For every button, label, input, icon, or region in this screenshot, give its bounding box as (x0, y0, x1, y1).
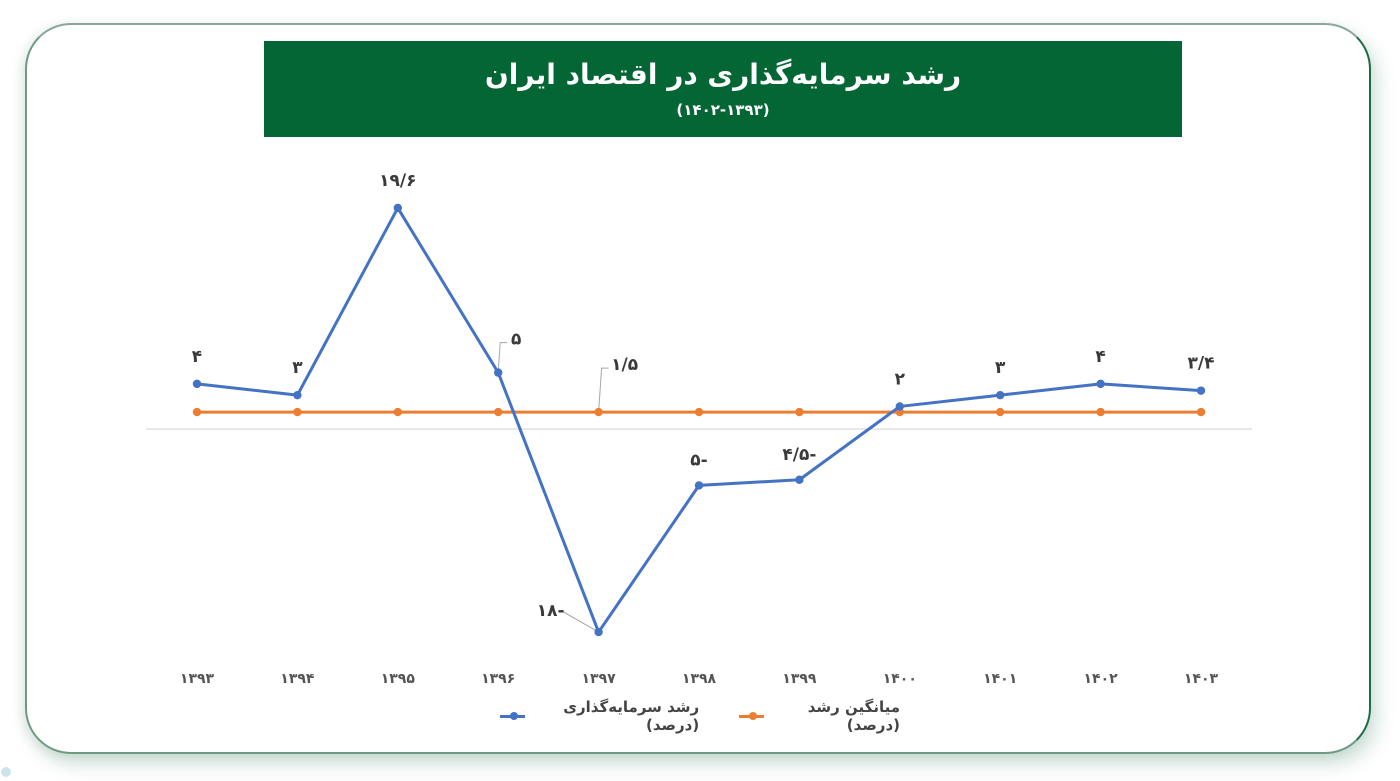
x-tick-label: ۱۳۹۸ (682, 671, 717, 687)
x-tick-label: ۱۳۹۶ (481, 671, 515, 687)
data-point[interactable] (795, 407, 804, 417)
data-point[interactable] (1196, 386, 1206, 395)
data-point[interactable] (192, 407, 202, 417)
data-label: ۱/۵ (611, 355, 638, 375)
x-axis-ticks: ۱۳۹۳ ۱۳۹۴ ۱۳۹۵ ۱۳۹۶ ۱۳۹۷ ۱۳۹۸ ۱۳۹۹ ۱۴۰۰ ۱۴۰۱ ۱۴۰۲… (180, 671, 1219, 687)
x-tick-label: ۱۳۹۴ (280, 671, 315, 687)
data-point[interactable] (1096, 407, 1105, 417)
x-tick-label: ۱۳۹۹ (782, 671, 817, 687)
data-label: ۴ (192, 347, 202, 367)
chart-subtitle: (۱۴۰۲-۱۳۹۳) (676, 101, 770, 119)
label-leader-lines (497, 342, 609, 633)
x-tick-label: ۱۳۹۵ (381, 671, 416, 687)
data-point[interactable] (694, 481, 704, 490)
data-label: ۵ (511, 330, 521, 350)
data-label: ۵- (690, 450, 707, 470)
data-point[interactable] (694, 407, 704, 417)
data-point[interactable] (594, 407, 603, 417)
data-point[interactable] (795, 475, 804, 484)
legend-label-average: میانگین رشد (درصد) (807, 698, 900, 734)
data-point[interactable] (393, 203, 402, 213)
x-tick-label: ۱۴۰۰ (883, 671, 917, 687)
data-label: ۱۹/۶ (379, 171, 416, 191)
data-point[interactable] (1096, 379, 1105, 389)
title-banner: رشد سرمایه‌گذاری در اقتصاد ایران (۱۴۰۲-۱… (264, 41, 1182, 137)
legend-line-marker-icon (500, 711, 525, 721)
watermark-icon (1, 767, 11, 777)
data-point[interactable] (1196, 407, 1206, 417)
legend-item-average[interactable]: میانگین رشد (درصد) (739, 698, 900, 734)
legend-line-marker-icon (739, 711, 764, 721)
legend-label-investment: رشد سرمایه‌گذاری (درصد) (563, 698, 700, 734)
chart-title: رشد سرمایه‌گذاری در اقتصاد ایران (484, 58, 962, 91)
data-point[interactable] (996, 390, 1005, 400)
x-tick-label: ۱۴۰۱ (983, 671, 1017, 687)
data-label: ۴ (1095, 347, 1105, 367)
data-point[interactable] (293, 407, 302, 417)
x-tick-label: ۱۴۰۲ (1084, 671, 1119, 687)
data-label: ۳ (995, 358, 1006, 378)
data-point[interactable] (594, 627, 603, 637)
data-point[interactable] (192, 379, 202, 389)
x-tick-label: ۱۳۹۷ (582, 671, 617, 687)
average-growth-series (192, 407, 1206, 417)
data-label: ۳/۴ (1188, 354, 1215, 374)
data-label: ۲ (895, 369, 906, 389)
legend-item-investment[interactable]: رشد سرمایه‌گذاری (درصد) (500, 698, 699, 734)
data-label: ۱۸- (537, 601, 565, 621)
data-point[interactable] (393, 407, 402, 417)
data-labels: ۴ ۳ ۱۹/۶ ۵ ۱۸- ۵- ۴/۵- ۲ ۳ ۴ ۳/۴ ۱/۵ (192, 171, 1215, 621)
investment-growth-series (192, 203, 1206, 637)
data-point[interactable] (494, 368, 503, 377)
data-point[interactable] (494, 407, 503, 417)
data-point[interactable] (895, 402, 904, 411)
data-label: ۴/۵- (782, 445, 816, 465)
data-label: ۳ (292, 358, 303, 378)
chart-legend: میانگین رشد (درصد) رشد سرمایه‌گذاری (درص… (500, 698, 900, 734)
x-tick-label: ۱۳۹۳ (180, 671, 215, 687)
data-point[interactable] (996, 407, 1005, 417)
x-tick-label: ۱۴۰۳ (1184, 671, 1219, 687)
data-point[interactable] (293, 390, 302, 400)
